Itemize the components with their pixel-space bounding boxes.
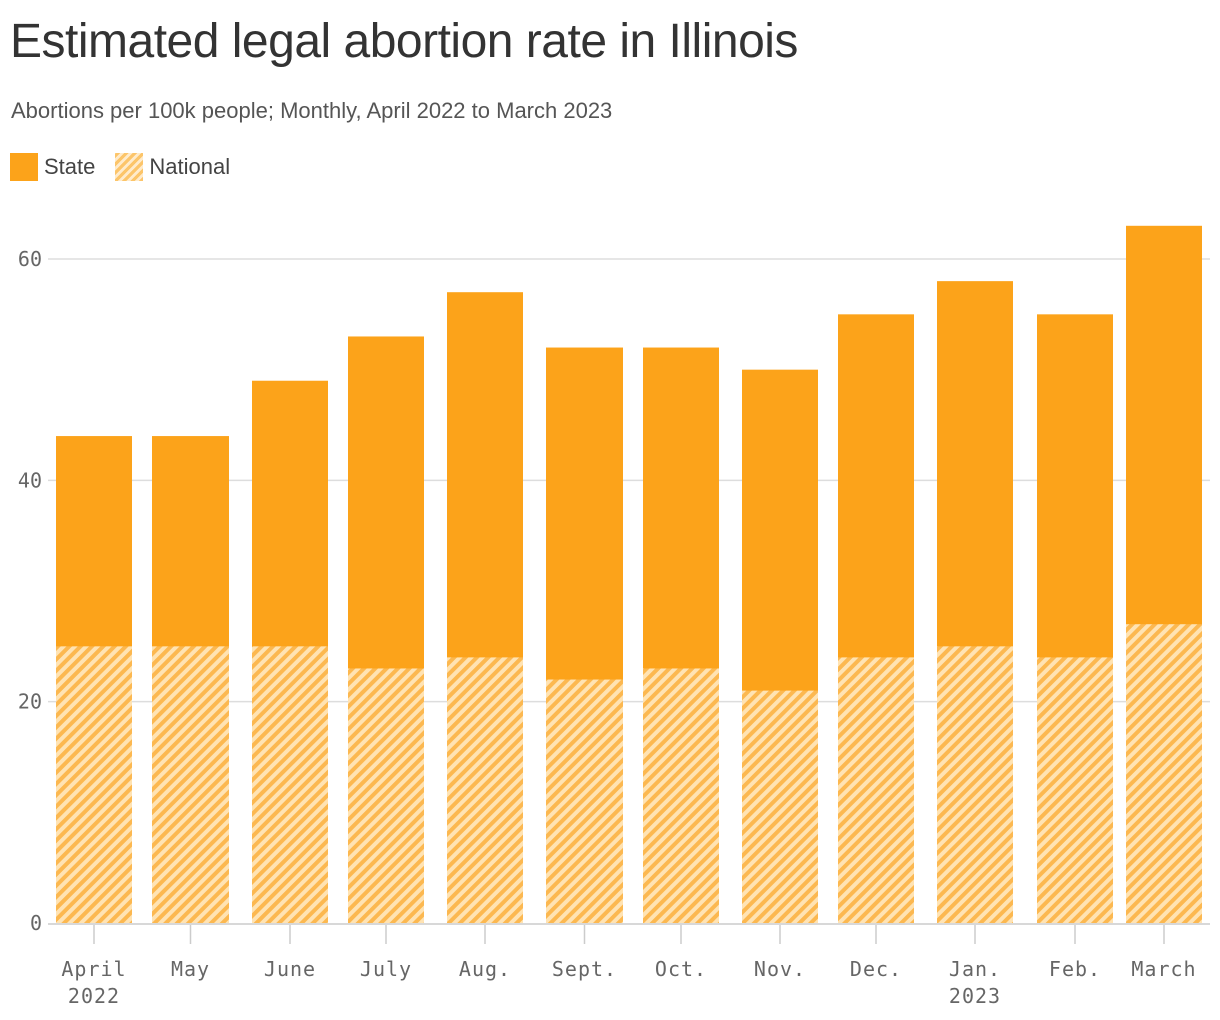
x-tick-label-8: Dec. xyxy=(850,957,902,981)
bar-national-1 xyxy=(152,646,229,923)
bar-national-10 xyxy=(1037,657,1113,923)
x-tick-label-1: May xyxy=(171,957,210,981)
bar-national-0 xyxy=(56,646,132,923)
chart-subtitle: Abortions per 100k people; Monthly, Apri… xyxy=(11,98,613,123)
legend-item-state: State xyxy=(10,153,95,181)
chart-title: Estimated legal abortion rate in Illinoi… xyxy=(10,15,798,68)
x-tick-label-9: Jan. xyxy=(949,957,1001,981)
x-tick-label-5: Sept. xyxy=(552,957,617,981)
bar-national-11 xyxy=(1126,624,1202,923)
legend-swatch-national xyxy=(115,153,144,181)
legend-label-national: National xyxy=(149,154,231,179)
bars xyxy=(56,225,1202,924)
bar-national-5 xyxy=(546,679,623,923)
x-tick-sublabel-9: 2023 xyxy=(949,984,1001,1008)
y-grid: 0 20 40 60 xyxy=(18,247,1210,935)
bar-national-2 xyxy=(252,646,328,923)
legend-swatch-state xyxy=(10,153,38,181)
bar-national-8 xyxy=(838,657,914,923)
x-tick-label-2: June xyxy=(264,957,316,981)
y-tick-label-0: 0 xyxy=(30,911,42,935)
bar-national-6 xyxy=(643,668,719,923)
x-tick-sublabel-0: 2022 xyxy=(68,984,120,1008)
x-tick-label-10: Feb. xyxy=(1049,957,1101,981)
x-tick-label-6: Oct. xyxy=(655,957,707,981)
x-tick-label-11: March xyxy=(1131,957,1196,981)
y-tick-label-20: 20 xyxy=(18,690,42,714)
y-tick-label-60: 60 xyxy=(18,247,42,271)
bar-national-9 xyxy=(937,646,1013,923)
y-tick-label-40: 40 xyxy=(18,468,42,492)
x-tick-label-7: Nov. xyxy=(754,957,806,981)
x-tick-label-4: Aug. xyxy=(459,957,511,981)
legend-label-state: State xyxy=(44,154,96,179)
x-tick-label-0: April xyxy=(61,957,126,981)
x-axis: April 2022 May June July Aug. Sept. Oct. Nov. Dec… xyxy=(61,925,1196,1008)
bar-national-3 xyxy=(348,668,424,923)
bar-national-4 xyxy=(447,657,523,923)
bar-national-7 xyxy=(742,690,818,923)
legend-item-national: National xyxy=(115,153,230,181)
x-tick-label-3: July xyxy=(360,957,412,981)
legend: State National xyxy=(10,153,250,181)
